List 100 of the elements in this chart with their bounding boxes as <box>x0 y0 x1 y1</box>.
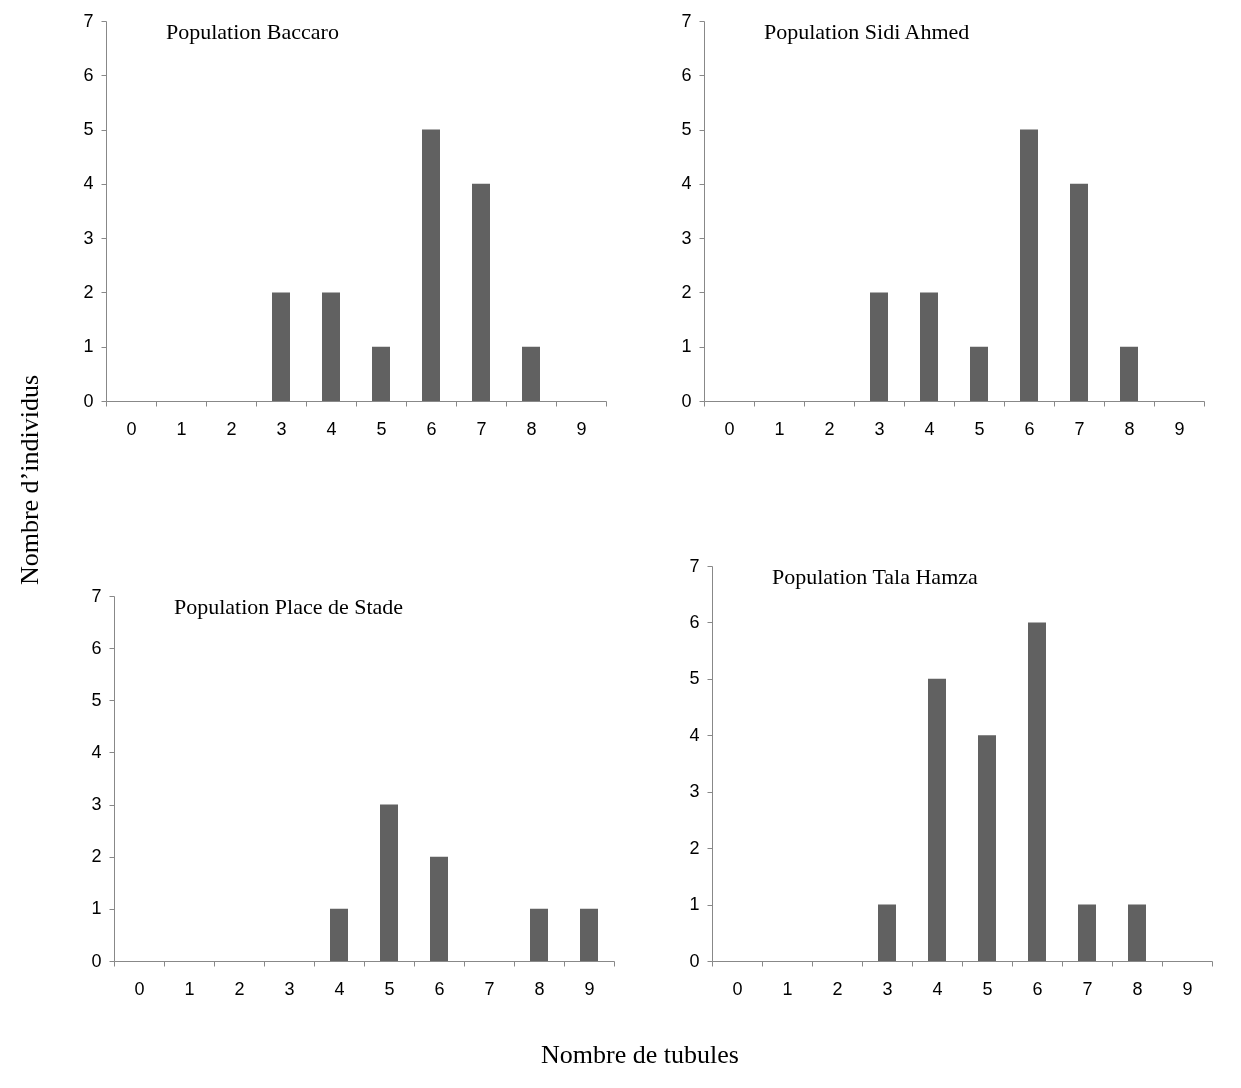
y-tick-label: 4 <box>83 173 94 194</box>
y-tick-label: 5 <box>689 668 700 689</box>
bar <box>1120 346 1138 401</box>
x-tick-label: 5 <box>982 978 993 999</box>
y-tick-label: 3 <box>681 227 692 248</box>
bar <box>1070 183 1088 401</box>
bar <box>1078 904 1096 961</box>
x-tick-label: 4 <box>932 978 943 999</box>
x-tick-label: 6 <box>1024 418 1035 439</box>
x-tick-label: 9 <box>576 418 587 439</box>
bar <box>422 129 440 401</box>
x-tick-label: 8 <box>1124 418 1135 439</box>
y-tick-label: 5 <box>91 689 102 710</box>
x-tick-label: 9 <box>1174 418 1185 439</box>
y-tick-label: 1 <box>91 898 102 919</box>
bar <box>580 908 598 961</box>
x-tick-label: 5 <box>974 418 985 439</box>
x-tick-label: 6 <box>434 978 445 999</box>
x-tick-label: 4 <box>924 418 935 439</box>
y-tick-label: 7 <box>681 10 692 31</box>
bar <box>272 292 290 401</box>
bar <box>878 904 896 961</box>
y-tick-label: 0 <box>83 390 94 411</box>
chart-title: Population Tala Hamza <box>772 564 979 589</box>
x-tick-label: 2 <box>832 978 843 999</box>
chart-title: Population Place de Stade <box>174 594 404 619</box>
y-axis-title: Nombre d’individus <box>15 374 45 586</box>
bar <box>322 292 340 401</box>
y-tick-label: 0 <box>91 950 102 971</box>
y-tick-label: 6 <box>91 637 102 658</box>
bar <box>1020 129 1038 401</box>
bar <box>970 346 988 401</box>
chart-title: Population Baccaro <box>166 19 339 44</box>
x-tick-label: 8 <box>1132 978 1143 999</box>
x-tick-label: 8 <box>534 978 545 999</box>
x-tick-label: 9 <box>584 978 595 999</box>
bar <box>978 735 996 961</box>
bar <box>1128 904 1146 961</box>
x-tick-label: 1 <box>782 978 793 999</box>
x-tick-label: 0 <box>724 418 735 439</box>
y-tick-label: 4 <box>681 173 692 194</box>
y-tick-label: 4 <box>91 741 102 762</box>
bar <box>928 678 946 961</box>
x-tick-label: 3 <box>874 418 885 439</box>
y-tick-label: 2 <box>83 281 94 302</box>
bar <box>920 292 938 401</box>
x-tick-label: 7 <box>476 418 487 439</box>
x-tick-label: 5 <box>376 418 387 439</box>
bar <box>530 908 548 961</box>
chart-title: Population Sidi Ahmed <box>764 19 970 44</box>
x-axis-title: Nombre de tubules <box>541 1040 739 1070</box>
y-tick-label: 6 <box>83 64 94 85</box>
x-tick-label: 1 <box>774 418 785 439</box>
y-tick-label: 0 <box>689 950 700 971</box>
y-tick-label: 1 <box>83 336 94 357</box>
y-tick-label: 5 <box>681 119 692 140</box>
x-tick-label: 6 <box>1032 978 1043 999</box>
y-tick-label: 3 <box>83 227 94 248</box>
bar <box>330 908 348 961</box>
bar <box>430 856 448 961</box>
y-tick-label: 4 <box>689 724 700 745</box>
bar <box>472 183 490 401</box>
y-tick-label: 6 <box>689 611 700 632</box>
x-tick-label: 7 <box>484 978 495 999</box>
bar <box>372 346 390 401</box>
x-tick-label: 6 <box>426 418 437 439</box>
x-tick-label: 4 <box>326 418 337 439</box>
bar <box>522 346 540 401</box>
y-tick-label: 0 <box>681 390 692 411</box>
y-tick-label: 2 <box>91 846 102 867</box>
x-tick-label: 4 <box>334 978 345 999</box>
x-tick-label: 3 <box>284 978 295 999</box>
y-tick-label: 1 <box>689 894 700 915</box>
y-tick-label: 1 <box>681 336 692 357</box>
x-tick-label: 5 <box>384 978 395 999</box>
x-tick-label: 2 <box>234 978 245 999</box>
y-tick-label: 6 <box>681 64 692 85</box>
x-tick-label: 2 <box>226 418 237 439</box>
y-tick-label: 3 <box>91 794 102 815</box>
y-tick-label: 7 <box>689 555 700 576</box>
y-tick-label: 7 <box>83 10 94 31</box>
x-tick-label: 2 <box>824 418 835 439</box>
x-tick-label: 1 <box>184 978 195 999</box>
x-tick-label: 7 <box>1082 978 1093 999</box>
bar <box>870 292 888 401</box>
x-tick-label: 3 <box>276 418 287 439</box>
x-tick-label: 7 <box>1074 418 1085 439</box>
x-tick-label: 3 <box>882 978 893 999</box>
x-tick-label: 0 <box>732 978 743 999</box>
x-tick-label: 0 <box>134 978 145 999</box>
bar <box>1028 622 1046 961</box>
x-tick-label: 8 <box>526 418 537 439</box>
y-tick-label: 2 <box>689 837 700 858</box>
y-tick-label: 3 <box>689 781 700 802</box>
bar <box>380 804 398 961</box>
x-tick-label: 1 <box>176 418 187 439</box>
y-tick-label: 5 <box>83 119 94 140</box>
y-tick-label: 7 <box>91 585 102 606</box>
y-tick-label: 2 <box>681 281 692 302</box>
x-tick-label: 9 <box>1182 978 1193 999</box>
